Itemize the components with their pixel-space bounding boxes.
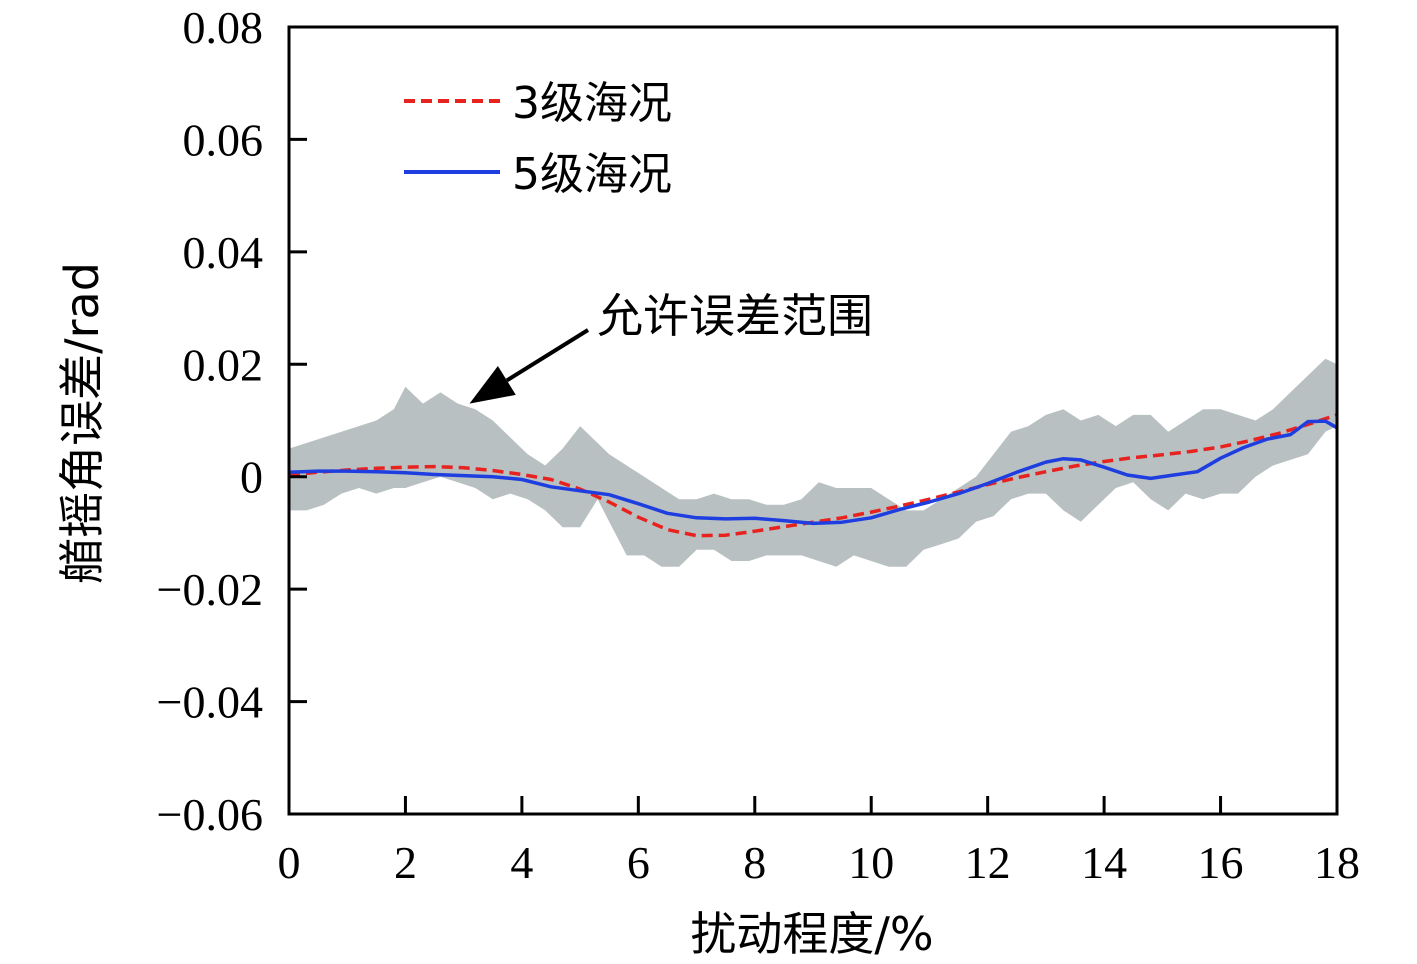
y-tick-label: −0.06 xyxy=(157,789,263,840)
y-tick-label: −0.04 xyxy=(157,677,263,728)
x-tick-label: 10 xyxy=(848,837,894,888)
annotation-arrow-line xyxy=(505,328,590,383)
plot-frame xyxy=(287,25,1339,816)
legend-label-3: 3级海况 xyxy=(512,78,672,129)
y-tick-label: 0.04 xyxy=(183,227,264,278)
annotation-text: 允许误差范围 xyxy=(597,289,873,343)
series-layer xyxy=(288,413,1338,538)
x-tick-label: 18 xyxy=(1314,837,1360,888)
x-tick-label: 16 xyxy=(1198,837,1244,888)
x-tick-label: 0 xyxy=(278,837,301,888)
y-tick-label: 0.08 xyxy=(183,2,264,53)
x-axis-label: 扰动程度/% xyxy=(690,907,933,961)
x-tick-label: 6 xyxy=(627,837,650,888)
x-tick-label: 14 xyxy=(1081,837,1127,888)
annotation: 允许误差范围 xyxy=(469,289,873,404)
annotation-arrowhead xyxy=(469,366,516,404)
x-tick-label: 2 xyxy=(394,837,417,888)
x-tick-label: 12 xyxy=(965,837,1011,888)
legend-label-5: 5级海况 xyxy=(512,149,672,200)
axis-ticks: 0 2 4 6 8 10 12 14 16 18 0.08 0.06 0.04 0.02 0 −0.02 −0.… xyxy=(157,2,1360,888)
y-tick-label: 0 xyxy=(240,452,263,503)
x-tick-label: 8 xyxy=(743,837,766,888)
y-tick-label: 0.06 xyxy=(183,114,264,165)
y-tick-label: 0.02 xyxy=(183,339,264,390)
error-band xyxy=(289,358,1337,567)
y-axis-label: 艏摇角误差/rad xyxy=(55,262,109,584)
error-band-layer xyxy=(289,358,1337,567)
series-line-1 xyxy=(288,419,1338,526)
x-tick-label: 4 xyxy=(510,837,533,888)
legend: 3级海况 5级海况 xyxy=(404,78,672,200)
y-tick-label: −0.02 xyxy=(157,564,263,615)
